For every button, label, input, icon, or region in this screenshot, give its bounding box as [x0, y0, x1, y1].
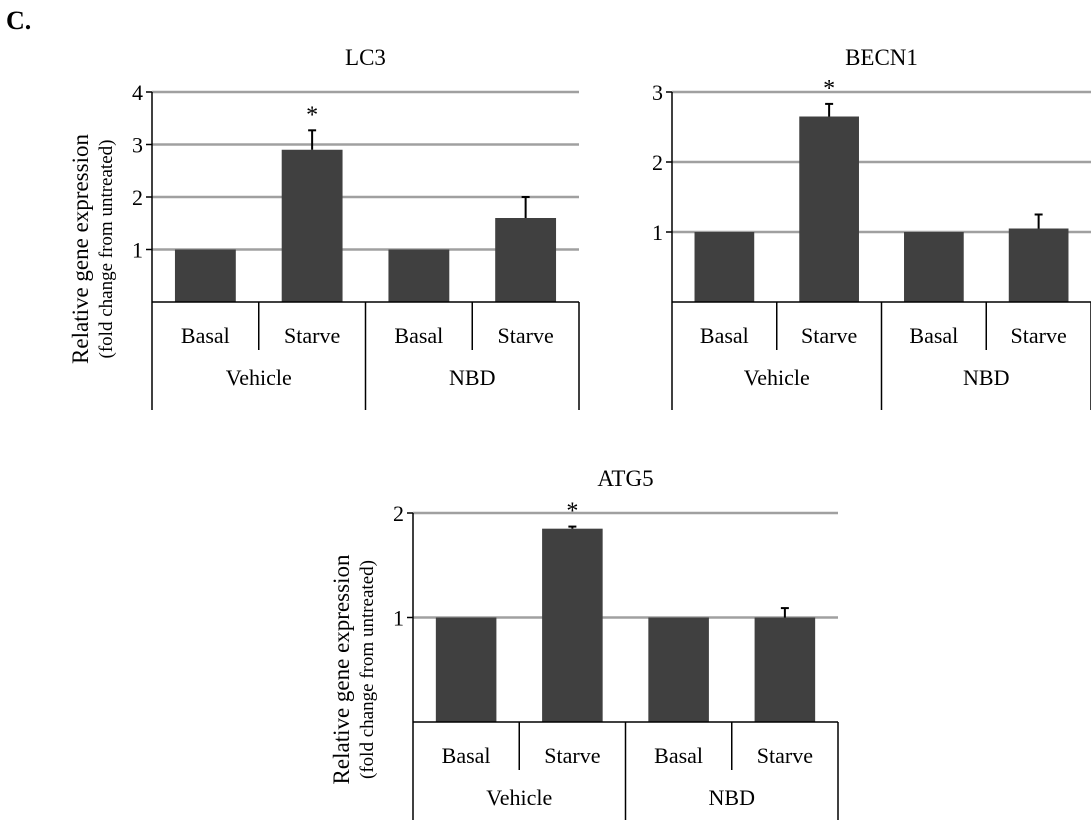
- category-label: Starve: [757, 743, 813, 768]
- category-label: Starve: [1011, 323, 1067, 348]
- bar: [1008, 228, 1069, 302]
- category-label: Basal: [394, 323, 443, 348]
- chart-title: BECN1: [845, 45, 918, 70]
- category-label: Starve: [284, 323, 340, 348]
- group-label: Vehicle: [486, 785, 552, 810]
- y-tick-label: 4: [132, 80, 143, 105]
- bar: [495, 218, 557, 302]
- category-label: Basal: [654, 743, 703, 768]
- y-axis-sublabel: (fold change from untreated): [96, 140, 117, 359]
- category-label: Starve: [801, 323, 857, 348]
- y-tick-label: 1: [652, 220, 663, 245]
- y-axis-label: Relative gene expression: [329, 554, 354, 784]
- y-tick-label: 2: [393, 501, 404, 526]
- bar: [648, 617, 709, 722]
- y-axis-label: Relative gene expression: [68, 134, 93, 364]
- chart-becn1: 1 2 3 * Basal Starve Basal Starve Vehicle NBD BECN…: [652, 45, 1091, 410]
- y-tick-label: 3: [652, 80, 663, 105]
- category-label: Starve: [544, 743, 600, 768]
- bar: [754, 617, 816, 722]
- category-label: Basal: [909, 323, 958, 348]
- group-label: NBD: [709, 785, 755, 810]
- chart-title: LC3: [345, 45, 386, 70]
- y-tick-label: 1: [132, 238, 143, 263]
- y-tick-label: 2: [132, 185, 143, 210]
- bar: [388, 249, 450, 302]
- bar: [281, 149, 343, 302]
- chart-title: ATG5: [597, 466, 653, 491]
- bar: [694, 232, 755, 302]
- category-label: Basal: [181, 323, 230, 348]
- category-label: Starve: [498, 323, 554, 348]
- panel-label: C.: [6, 6, 32, 35]
- bar: [799, 116, 859, 302]
- bar: [542, 528, 603, 722]
- group-label: NBD: [449, 365, 495, 390]
- group-label: Vehicle: [226, 365, 292, 390]
- bar: [904, 232, 964, 302]
- y-tick-label: 1: [393, 606, 404, 631]
- significance-marker: *: [306, 102, 318, 128]
- group-label: Vehicle: [744, 365, 810, 390]
- category-label: Basal: [442, 743, 491, 768]
- group-label: NBD: [963, 365, 1009, 390]
- chart-lc3: 1 2 3 4 * Basal Starve Basal Starve Vehicle NBD LC3…: [68, 45, 580, 410]
- y-tick-label: 3: [132, 133, 143, 158]
- category-label: Basal: [700, 323, 749, 348]
- chart-atg5: 1 2 * Basal Starve Basal Starve Vehicle NBD ATG5 R…: [329, 466, 839, 820]
- significance-marker: *: [823, 76, 835, 102]
- y-axis-sublabel: (fold change from untreated): [357, 560, 378, 779]
- bar: [435, 617, 497, 722]
- y-tick-label: 2: [652, 150, 663, 175]
- significance-marker: *: [566, 499, 578, 525]
- bar: [174, 249, 236, 302]
